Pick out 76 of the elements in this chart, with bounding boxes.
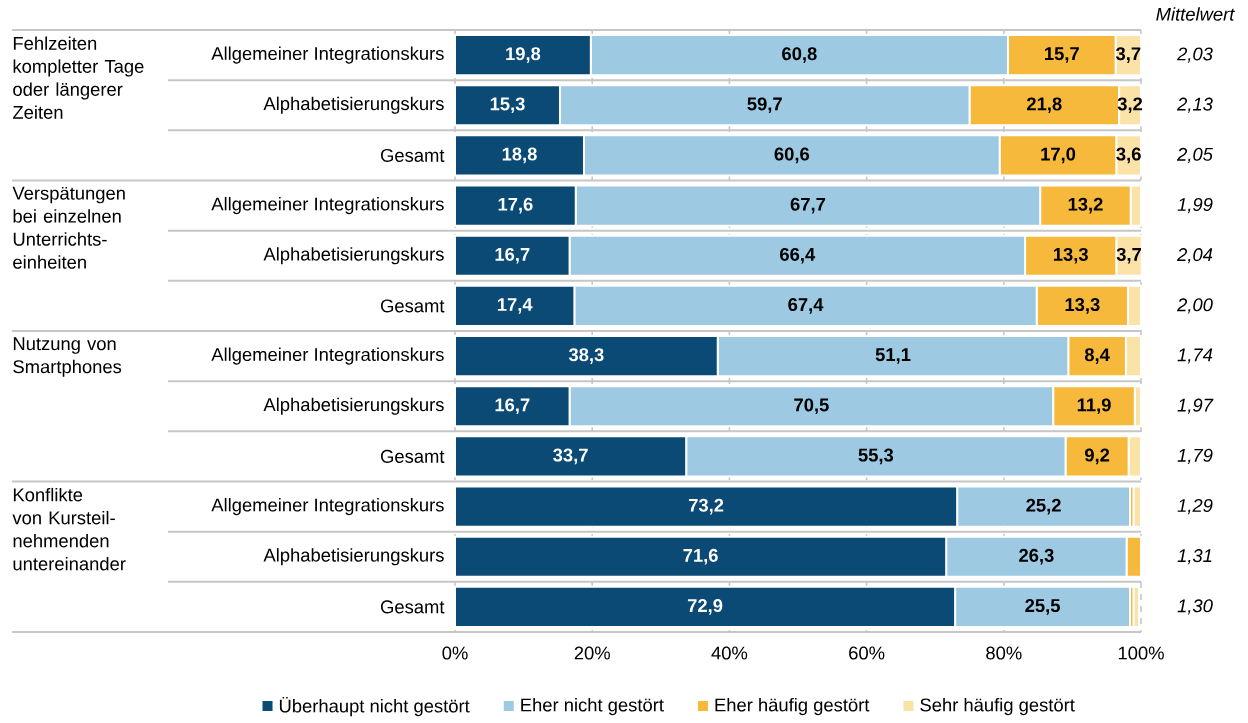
text: 1,29 bbox=[1177, 498, 1213, 515]
text: 1,99 bbox=[1177, 197, 1213, 214]
text: Fehlzeiten kompletter Tage oder längerer Zeiten bbox=[13, 36, 144, 119]
text: 1,30 bbox=[1177, 599, 1213, 615]
text: 1,79 bbox=[1177, 448, 1213, 464]
data-label: 66,4 bbox=[780, 247, 816, 264]
text: 2,05 bbox=[1177, 147, 1213, 163]
x-tick-label: 20% bbox=[574, 646, 610, 660]
data-label: 59,7 bbox=[747, 97, 782, 114]
data-label: 19,8 bbox=[506, 47, 541, 63]
data-label: 26,3 bbox=[1019, 548, 1054, 565]
y-tick-label: Allgemeiner Integrationskurs bbox=[211, 347, 444, 365]
data-label: 18,8 bbox=[502, 147, 537, 164]
y-tick-label: Alphabetisierungskurs bbox=[263, 397, 444, 415]
legend-label: Eher häufig gestört bbox=[715, 697, 870, 716]
data-label: 8,4 bbox=[1084, 348, 1110, 364]
data-label: 13,3 bbox=[1053, 247, 1088, 264]
text: 2,00 bbox=[1177, 298, 1213, 314]
text: 2,03 bbox=[1177, 47, 1213, 63]
text: 2,04 bbox=[1177, 248, 1213, 264]
data-label: 13,3 bbox=[1065, 297, 1100, 314]
y-tick-label: Gesamt bbox=[381, 600, 445, 614]
y-tick-label: Alphabetisierungskurs bbox=[263, 96, 444, 114]
data-label: 25,2 bbox=[1026, 498, 1061, 515]
data-label: 15,3 bbox=[490, 97, 525, 114]
y-tick-label: Allgemeiner Integrationskurs bbox=[211, 196, 444, 215]
data-label: 67,4 bbox=[788, 297, 824, 314]
data-label: 38,3 bbox=[568, 348, 604, 364]
data-label: 3,7 bbox=[1115, 47, 1141, 63]
data-label: 3,6 bbox=[1116, 147, 1141, 164]
y-tick-label: Alphabetisierungskurs bbox=[263, 548, 444, 566]
x-tick-label: 60% bbox=[849, 646, 885, 660]
data-label: 11,9 bbox=[1077, 398, 1111, 415]
data-label: 25,5 bbox=[1025, 598, 1060, 615]
text: 2,13 bbox=[1177, 97, 1213, 113]
text: 1,97 bbox=[1177, 398, 1214, 414]
legend-label: Überhaupt nicht gestört bbox=[279, 696, 470, 717]
data-label: 60,6 bbox=[774, 147, 810, 164]
data-label: 3,2 bbox=[1117, 97, 1143, 114]
legend-label: Sehr häufig gestört bbox=[920, 697, 1075, 716]
data-label: 15,7 bbox=[1045, 47, 1079, 63]
y-tick-label: Alphabetisierungskurs bbox=[263, 247, 444, 265]
data-label: 17,6 bbox=[498, 197, 533, 214]
y-tick-label: Allgemeiner Integrationskurs bbox=[211, 46, 444, 64]
text: 1,74 bbox=[1177, 348, 1213, 364]
y-tick-label: Gesamt bbox=[381, 449, 445, 463]
text: Nutzung von Smartphones bbox=[13, 337, 122, 377]
text: Verspätungen bei einzelnen Unterrichts-einheiten bbox=[12, 186, 125, 269]
text: Konflikte von Kursteil-nehmenden untereinander bbox=[12, 487, 126, 571]
x-tick-label: 80% bbox=[986, 646, 1022, 660]
text: 1,31 bbox=[1177, 549, 1212, 565]
y-tick-label: Allgemeiner Integrationskurs bbox=[211, 497, 444, 516]
data-label: 33,7 bbox=[553, 448, 588, 465]
data-label: 73,2 bbox=[688, 498, 724, 515]
data-label: 60,8 bbox=[782, 47, 817, 63]
y-tick-label: Gesamt bbox=[381, 299, 445, 313]
x-tick-label: 100% bbox=[1118, 646, 1164, 660]
data-label: 67,7 bbox=[790, 197, 826, 214]
x-tick-label: 0% bbox=[442, 646, 468, 660]
x-tick-label: 40% bbox=[711, 646, 748, 660]
data-label: 16,7 bbox=[495, 247, 530, 264]
data-label: 71,6 bbox=[683, 548, 718, 565]
data-label: 55,3 bbox=[858, 448, 894, 465]
data-label: 9,2 bbox=[1084, 448, 1110, 465]
data-label: 17,4 bbox=[497, 298, 533, 314]
data-label: 51,1 bbox=[875, 348, 911, 364]
y-tick-label: Gesamt bbox=[381, 148, 445, 162]
data-label: 72,9 bbox=[687, 598, 723, 615]
text: Mittelwert bbox=[1156, 7, 1235, 21]
data-label: 13,2 bbox=[1068, 197, 1103, 214]
data-label: 17,0 bbox=[1041, 147, 1076, 164]
data-label: 70,5 bbox=[794, 398, 829, 415]
data-label: 3,7 bbox=[1116, 247, 1141, 264]
data-label: 16,7 bbox=[495, 398, 530, 415]
data-label: 21,8 bbox=[1027, 97, 1062, 114]
legend-label: Eher nicht gestört bbox=[521, 697, 664, 716]
